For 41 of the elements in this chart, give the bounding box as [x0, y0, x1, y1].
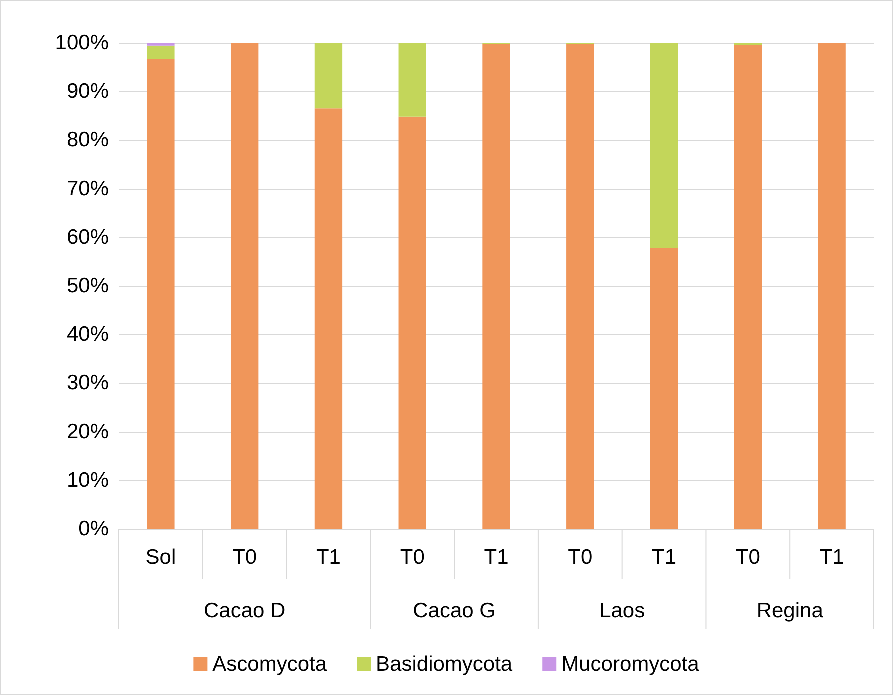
y-tick-label: 100% — [55, 32, 109, 54]
bar — [147, 43, 175, 46]
x-tick-label: T1 — [652, 546, 677, 569]
y-tick-label: 60% — [66, 226, 109, 249]
bar — [147, 59, 175, 529]
bar — [818, 43, 846, 529]
bar — [650, 43, 678, 248]
text: Cacao D — [204, 600, 286, 622]
y-tick-label: 0% — [78, 518, 109, 540]
x-tick-label: T0 — [568, 546, 593, 569]
x-tick-label: T0 — [232, 546, 258, 569]
y-tick-label: 70% — [66, 177, 109, 200]
legend-label: Mucoromycota — [562, 653, 700, 676]
y-tick-label: 50% — [66, 274, 109, 298]
y-tick-label: 30% — [66, 372, 109, 395]
x-tick-label: T1 — [820, 546, 844, 569]
bar — [398, 43, 426, 117]
text: Laos — [600, 600, 646, 622]
x-tick-label: T0 — [736, 546, 760, 569]
bar — [314, 43, 343, 109]
bar — [734, 44, 762, 529]
bar — [314, 108, 343, 529]
x-tick-label: Sol — [146, 546, 176, 569]
bar — [230, 43, 259, 529]
text: Cacao G — [413, 600, 496, 622]
y-tick-label: 80% — [66, 128, 109, 152]
y-tick-label: 40% — [66, 323, 109, 346]
text: Regina — [756, 600, 824, 622]
bar — [398, 116, 426, 529]
y-tick-label: 90% — [66, 80, 109, 104]
x-tick-label: T1 — [484, 546, 509, 569]
legend-label: Ascomycota — [212, 653, 328, 676]
bar — [566, 44, 594, 529]
y-tick-label: 20% — [66, 420, 109, 444]
legend-label: Basidiomycota — [376, 653, 513, 676]
bar — [482, 44, 510, 529]
x-tick-label: T1 — [316, 546, 341, 569]
bar — [147, 46, 175, 60]
y-tick-label: 10% — [66, 468, 109, 492]
bar — [650, 248, 678, 529]
x-tick-label: T0 — [400, 546, 425, 569]
